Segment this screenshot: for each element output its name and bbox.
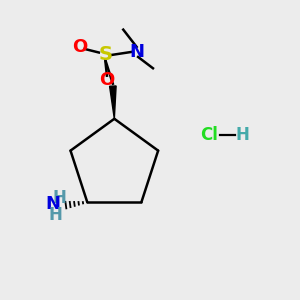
Text: Cl: Cl [200, 126, 218, 144]
Text: H: H [235, 126, 249, 144]
Text: H: H [49, 206, 62, 224]
Text: N: N [45, 195, 60, 213]
Text: O: O [99, 71, 115, 89]
Text: O: O [73, 38, 88, 56]
Polygon shape [110, 86, 116, 119]
Text: S: S [98, 45, 112, 64]
Text: H: H [52, 189, 66, 207]
Text: N: N [129, 43, 144, 61]
